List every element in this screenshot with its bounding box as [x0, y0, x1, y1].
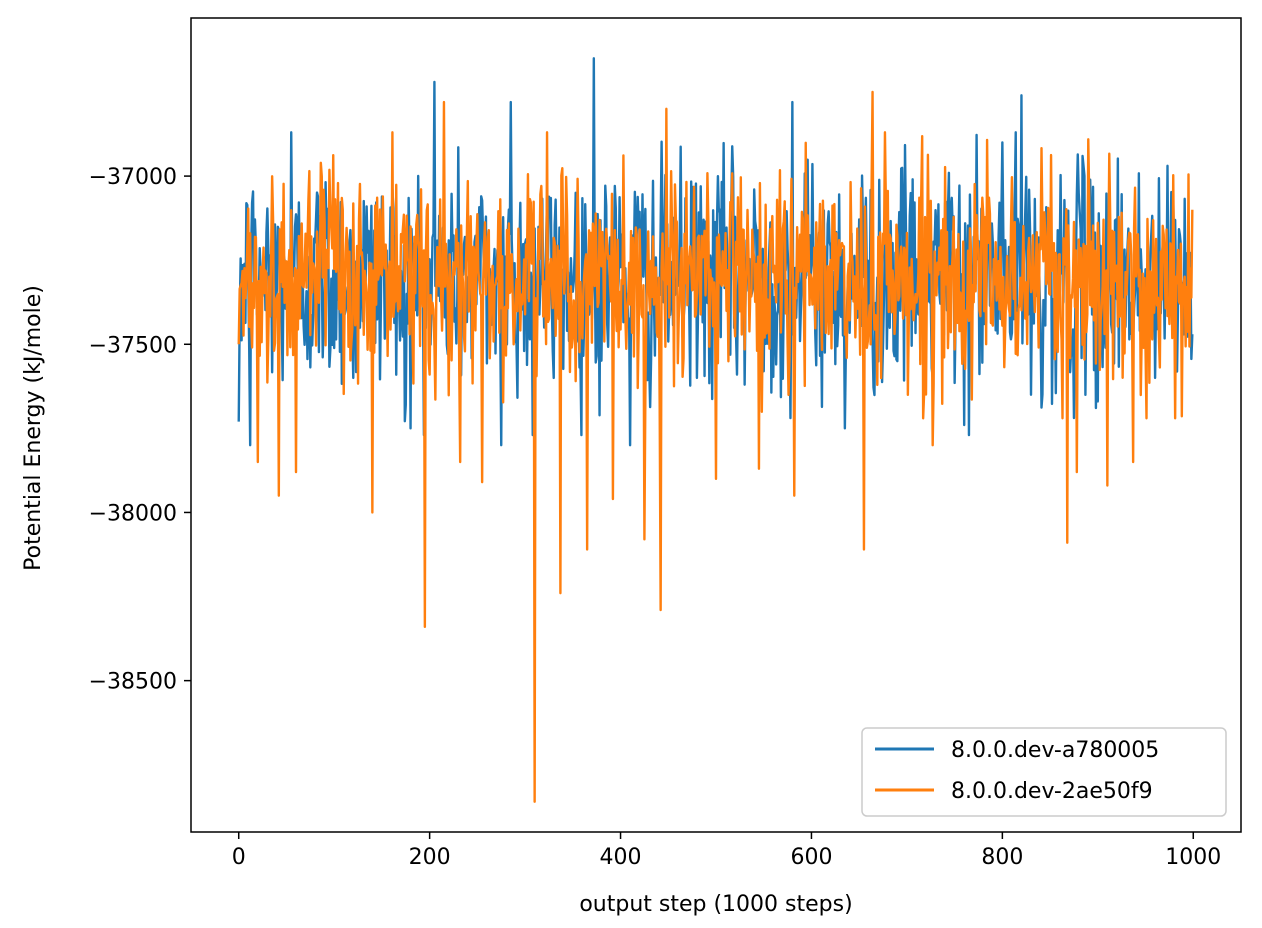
y-tick-label: −38000 — [89, 501, 177, 526]
legend-box — [861, 727, 1227, 817]
x-tick-label: 800 — [981, 845, 1023, 870]
x-tick-label: 400 — [600, 845, 642, 870]
series-layer — [237, 57, 1194, 803]
y-tick-label: −37500 — [89, 333, 177, 358]
legend: 8.0.0.dev-a780005 8.0.0.dev-2ae50f9 — [861, 727, 1227, 817]
y-tick-label: −37000 — [89, 165, 177, 190]
x-tick-label: 600 — [790, 845, 832, 870]
x-tick-label: 200 — [409, 845, 451, 870]
series-line-1 — [237, 90, 1194, 803]
x-tick-label: 1000 — [1165, 845, 1221, 870]
y-tick-label: −38500 — [89, 670, 177, 695]
legend-label-1: 8.0.0.dev-2ae50f9 — [951, 779, 1153, 804]
legend-label-0: 8.0.0.dev-a780005 — [951, 738, 1159, 763]
y-axis: −37000 −37500 −38000 −38500 — [89, 165, 191, 695]
x-axis-title: output step (1000 steps) — [579, 892, 852, 917]
y-axis-title: Potential Energy (kJ/mole) — [21, 285, 46, 571]
x-tick-label: 0 — [232, 845, 246, 870]
plot-frame — [190, 17, 1242, 833]
x-axis: 0 200 400 600 800 1000 — [232, 832, 1221, 870]
